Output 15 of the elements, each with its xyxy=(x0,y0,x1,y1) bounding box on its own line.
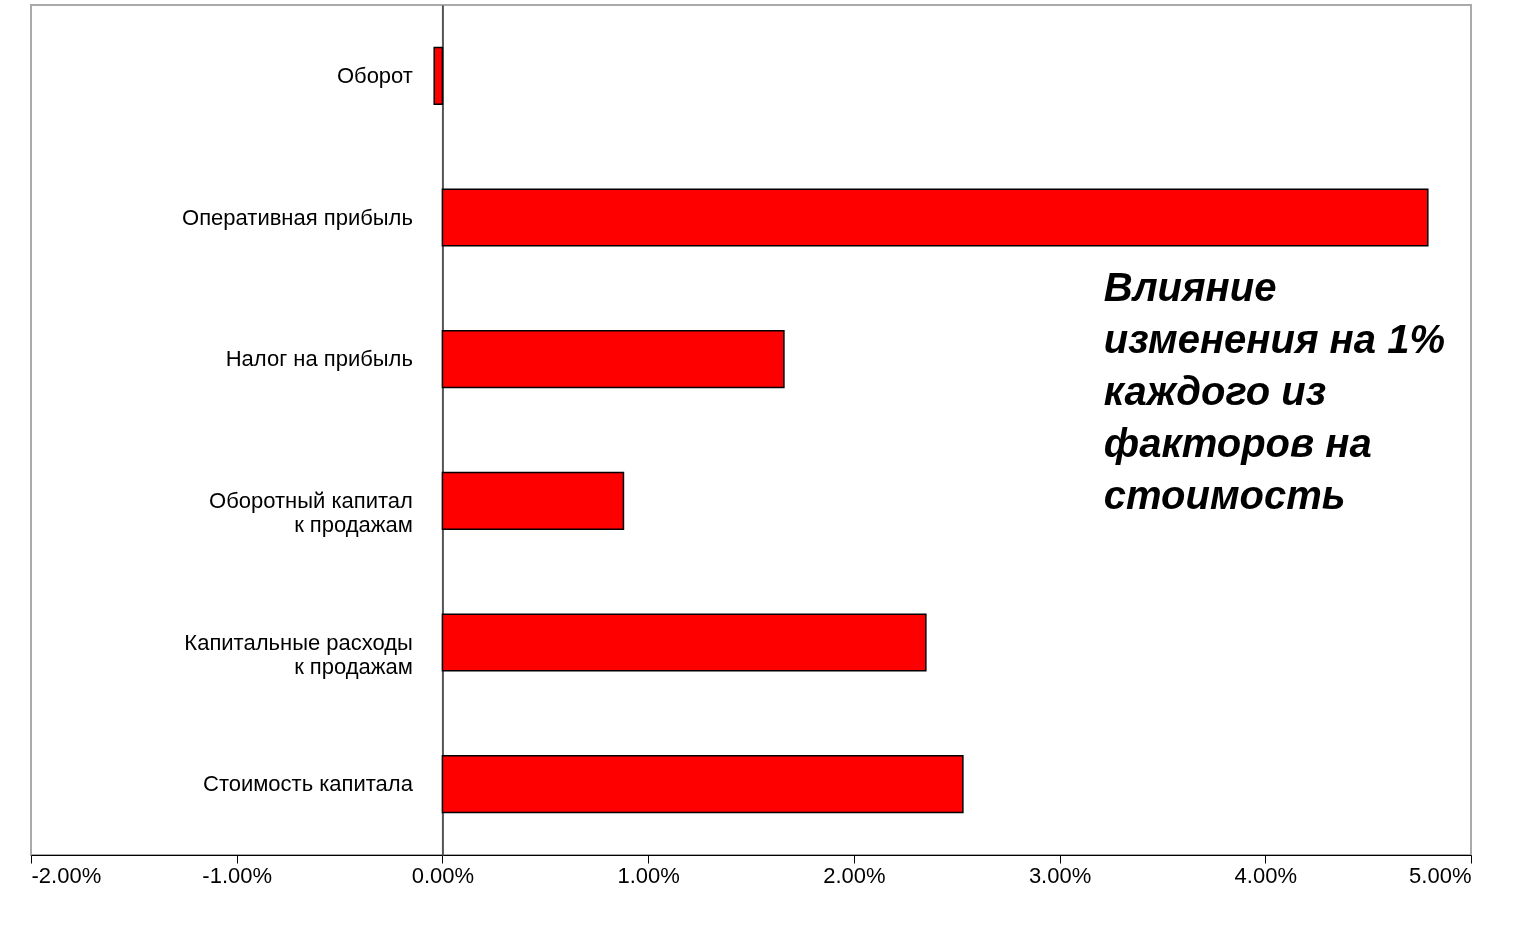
y-tick-label: Стоимость капитала xyxy=(202,771,414,797)
x-tick-label: -1.00% xyxy=(202,862,273,888)
y-tick-label: Оборот xyxy=(336,62,413,88)
x-tick-label: 2.00% xyxy=(823,862,886,888)
y-tick-label: Оборотный капитал к продажам xyxy=(209,487,413,537)
y-tick-label: Налог на прибыль xyxy=(225,346,413,372)
annotation: Влияние изменения на 1% каждого из факторов на стоимость xyxy=(1103,264,1445,517)
y-tick-label: Оперативная прибыль xyxy=(182,204,413,230)
x-tick-label: 4.00% xyxy=(1234,862,1297,888)
x-tick-label: 1.00% xyxy=(617,862,680,888)
y-tick-label: Капитальные расходы к продажам xyxy=(184,629,413,679)
x-tick-label: 3.00% xyxy=(1028,862,1092,888)
x-tick-label: 5.00% xyxy=(1409,862,1472,888)
x-tick-label: -2.00% xyxy=(31,862,102,888)
x-tick-label: 0.00% xyxy=(411,862,475,888)
